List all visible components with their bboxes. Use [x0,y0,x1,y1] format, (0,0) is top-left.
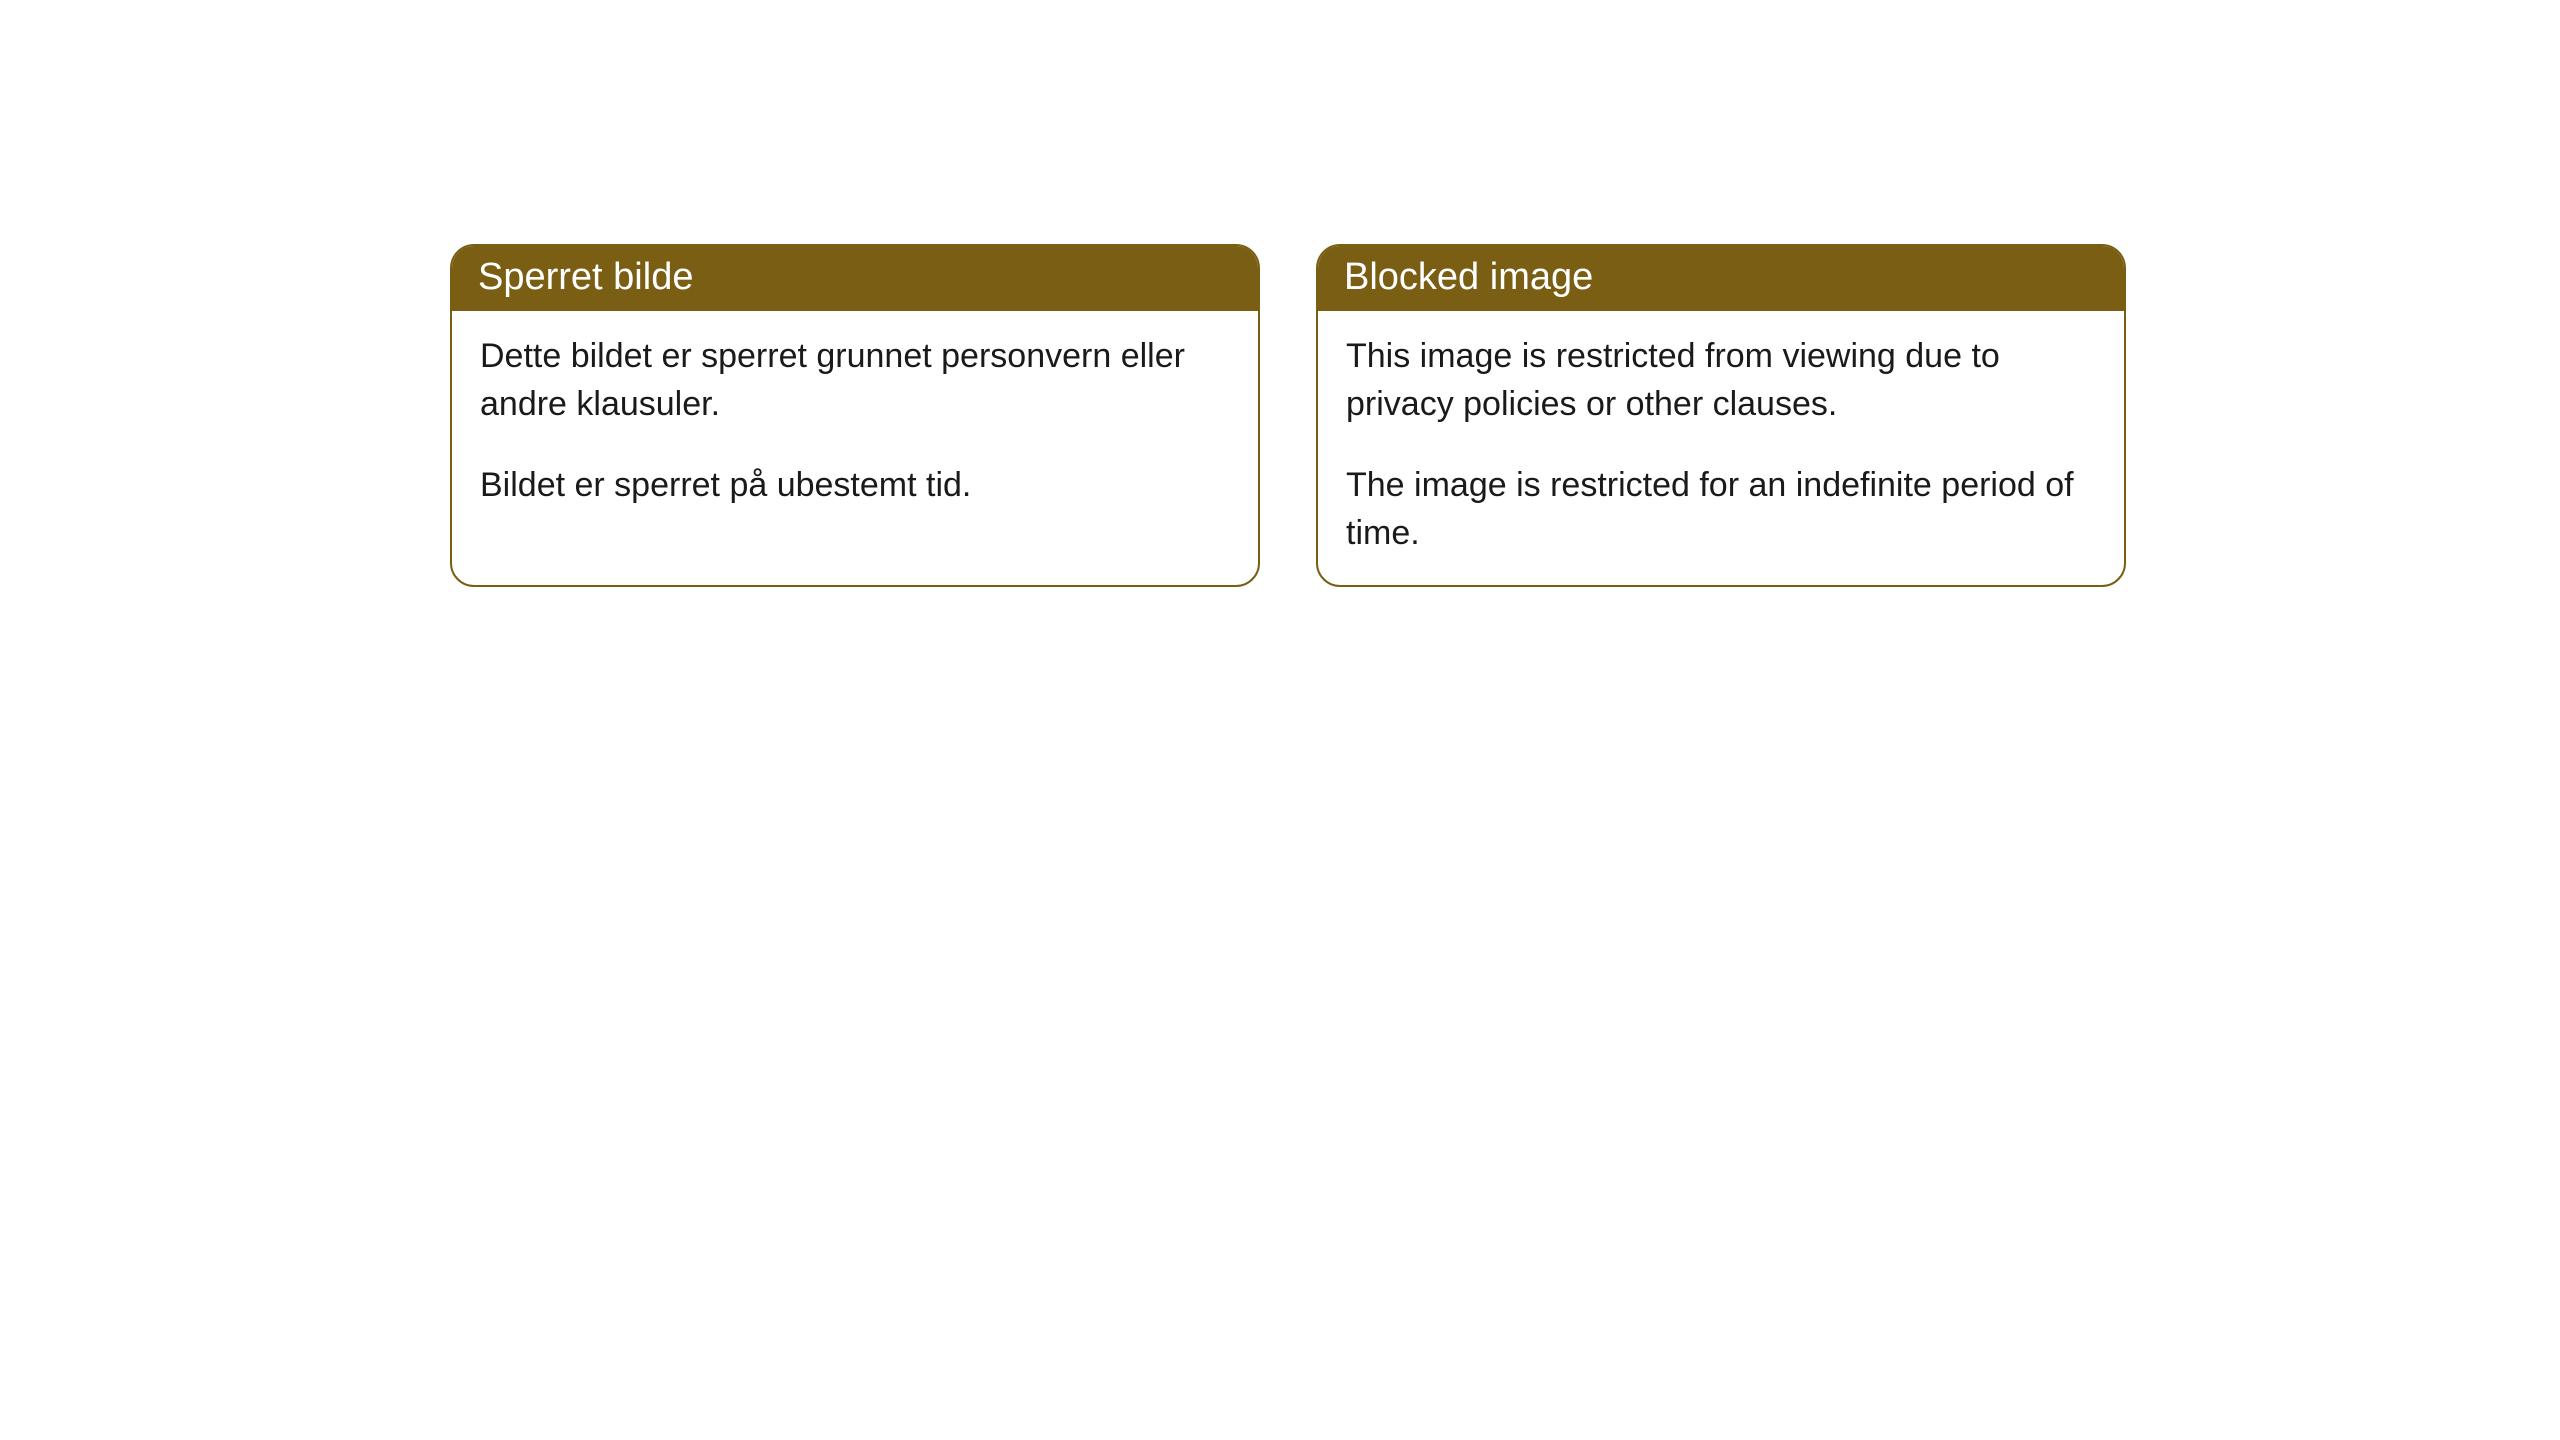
card-header: Sperret bilde [452,246,1258,311]
card-paragraph-1: This image is restricted from viewing du… [1346,333,2096,428]
card-paragraph-2: The image is restricted for an indefinit… [1346,462,2096,557]
card-paragraph-2: Bildet er sperret på ubestemt tid. [480,462,1230,510]
blocked-image-card-norwegian: Sperret bilde Dette bildet er sperret gr… [450,244,1260,587]
blocked-image-card-english: Blocked image This image is restricted f… [1316,244,2126,587]
cards-container: Sperret bilde Dette bildet er sperret gr… [0,0,2560,587]
card-body: This image is restricted from viewing du… [1318,311,2124,585]
card-header: Blocked image [1318,246,2124,311]
card-title: Blocked image [1344,256,1593,298]
card-body: Dette bildet er sperret grunnet personve… [452,311,1258,579]
card-paragraph-1: Dette bildet er sperret grunnet personve… [480,333,1230,428]
card-title: Sperret bilde [478,256,693,298]
